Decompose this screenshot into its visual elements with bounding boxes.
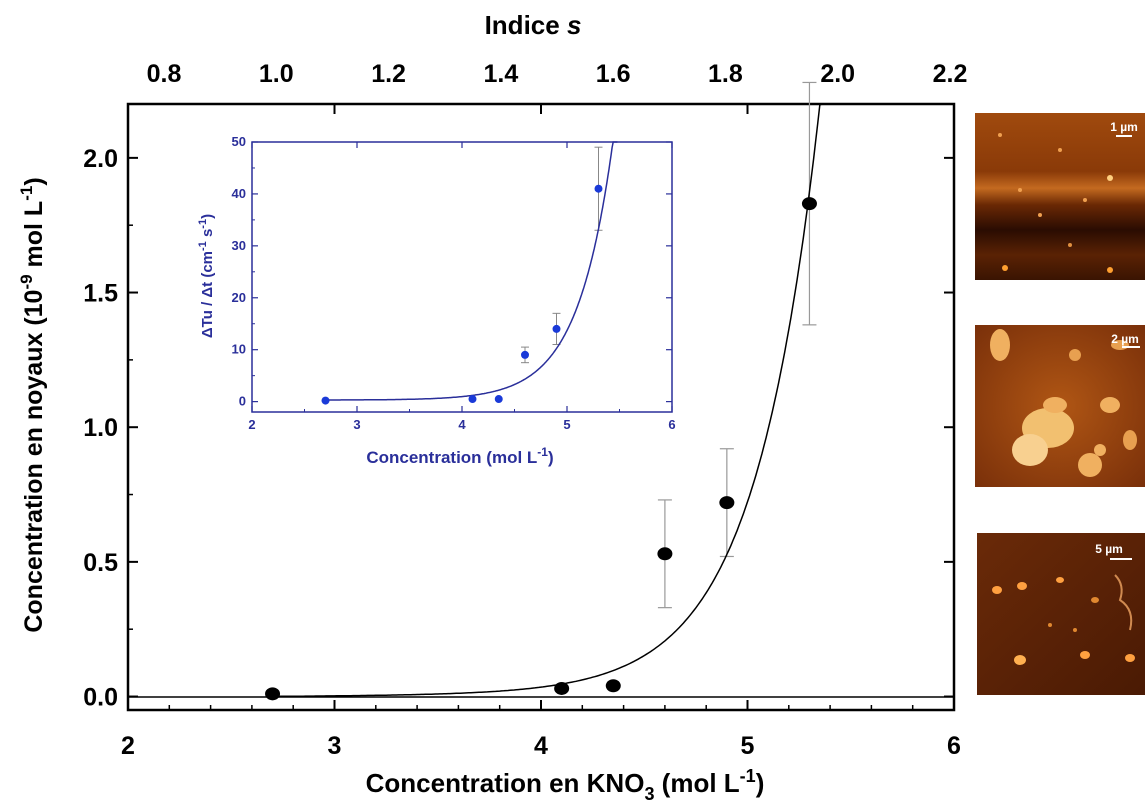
afm-micrograph-3: 5 µm <box>977 533 1145 695</box>
y-tick-label: 0.0 <box>83 684 118 712</box>
x-tick-label: 6 <box>947 732 961 760</box>
x-tick-label: 3 <box>328 732 342 760</box>
main-data-points <box>265 197 817 701</box>
inset-x-tick-label: 5 <box>563 417 570 432</box>
top-tick-label: 2.2 <box>933 60 968 88</box>
y-tick-label: 1.5 <box>83 280 118 308</box>
x-tick-label: 5 <box>741 732 755 760</box>
inset-plot-frame <box>251 141 673 413</box>
inset-y-tick-label: 30 <box>232 238 246 253</box>
inset-y-tick-label: 20 <box>232 290 246 305</box>
x-axis-title: Concentration en KNO3 (mol L-1) <box>366 766 765 804</box>
top-tick-label: 1.2 <box>371 60 406 88</box>
inset-data-points <box>321 184 603 405</box>
data-point <box>801 197 817 211</box>
scale-label-3: 5 µm <box>1095 542 1123 556</box>
inset-data-point <box>468 395 477 404</box>
top-tick-label: 1.4 <box>483 60 518 88</box>
top-tick-label: 1.8 <box>708 60 743 88</box>
data-point <box>605 679 621 693</box>
inset-x-tick-label: 2 <box>248 417 255 432</box>
y-axis-title: Concentration en noyaux (10-9 mol L-1) <box>17 177 48 632</box>
inset-x-tick-label: 3 <box>353 417 360 432</box>
data-point <box>657 547 673 561</box>
main-fit-curve <box>272 103 824 698</box>
inset-ticks: 2 3 4 5 6 0 10 20 30 40 50 <box>232 134 676 432</box>
top-axis-title: Indice s <box>485 10 582 40</box>
y-tick-label: 0.5 <box>83 549 118 577</box>
inset-x-tick-label: 6 <box>668 417 675 432</box>
inset-data-point <box>494 395 503 404</box>
data-point <box>554 681 570 695</box>
inset-x-tick-label: 4 <box>458 417 466 432</box>
inset-x-axis-title: Concentration (mol L-1) <box>366 445 553 467</box>
data-point <box>265 687 281 701</box>
top-tick-label: 1.6 <box>596 60 631 88</box>
scale-label-1: 1 µm <box>1110 120 1138 134</box>
top-tick-label: 1.0 <box>259 60 294 88</box>
inset-y-tick-label: 10 <box>232 342 246 357</box>
inset-y-tick-label: 0 <box>239 394 246 409</box>
top-tick-label: 0.8 <box>147 60 182 88</box>
inset-y-axis-title: ΔTu / Δt (cm-1 s-1) <box>197 214 216 338</box>
inset-data-point <box>521 350 529 359</box>
inset-y-tick-label: 50 <box>232 134 246 149</box>
afm-micrograph-2: 2 µm <box>975 325 1145 487</box>
inset-data-point <box>552 324 561 333</box>
data-point <box>719 496 735 510</box>
y-tick-label: 2.0 <box>83 145 118 173</box>
x-tick-label: 4 <box>534 732 548 760</box>
inset-data-point <box>321 396 330 405</box>
main-ticks: 2 3 4 5 6 0.0 0.5 1.0 1.5 2.0 0.8 1.0 1.2 1.4 1.6 1.8 2.… <box>83 60 967 760</box>
scale-label-2: 2 µm <box>1111 332 1139 346</box>
x-tick-label: 2 <box>121 732 135 760</box>
afm-micrograph-1: 1 µm <box>975 113 1145 280</box>
y-tick-label: 1.0 <box>83 414 118 442</box>
inset-data-point <box>594 184 603 193</box>
inset-y-tick-label: 40 <box>232 186 246 201</box>
top-tick-label: 2.0 <box>820 60 855 88</box>
